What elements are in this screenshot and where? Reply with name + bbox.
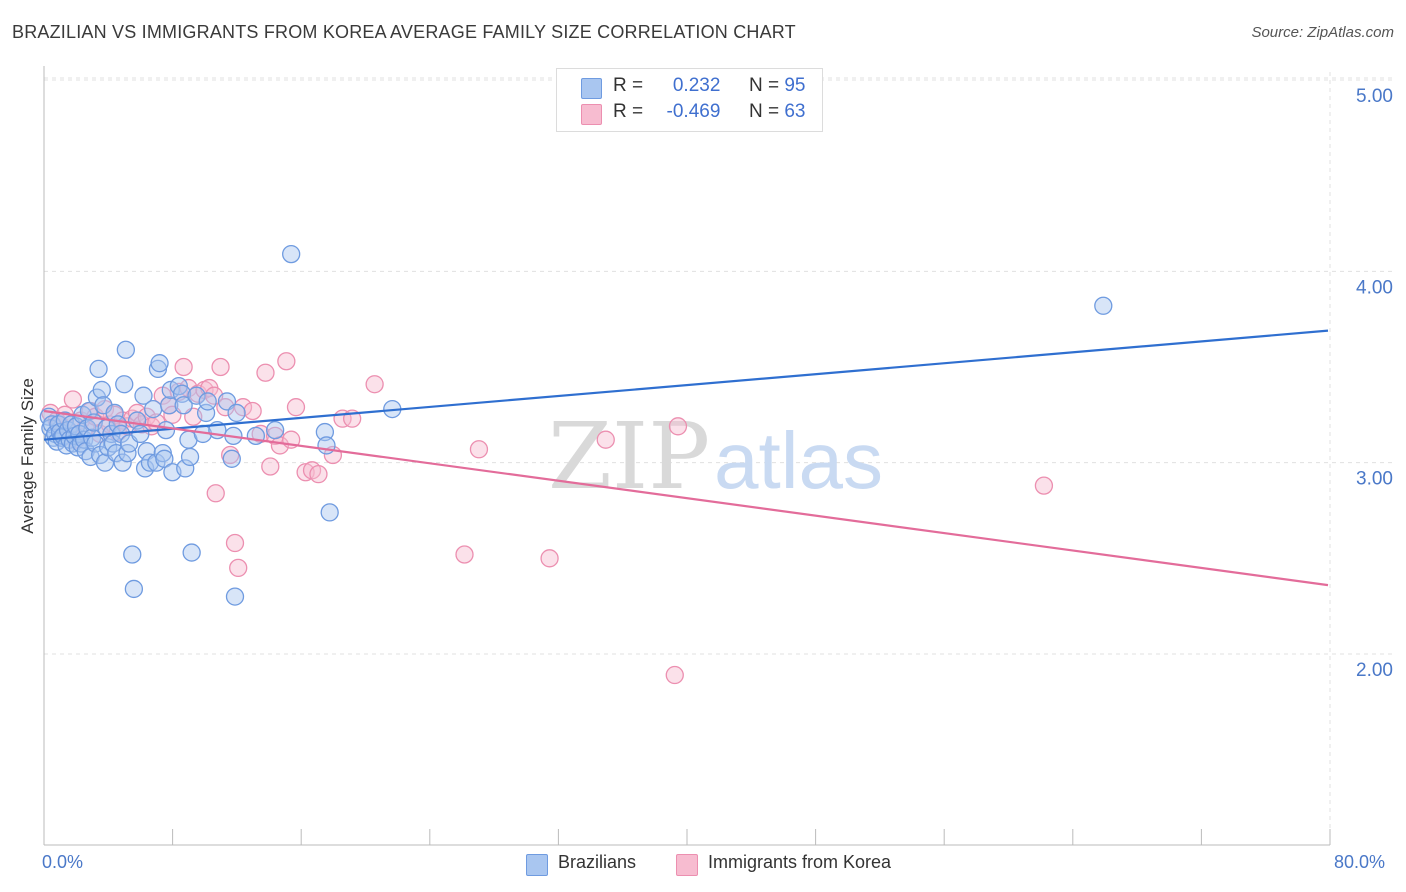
korea-point [665, 665, 684, 685]
korea-point [229, 558, 248, 578]
legend-swatch-blue [526, 854, 548, 876]
axes [43, 66, 1331, 846]
n-label: N = [748, 101, 780, 122]
brazilian-point [227, 403, 246, 423]
korea-point [668, 417, 688, 436]
r-value: -0.469 [666, 101, 721, 122]
brazilian-point [124, 579, 144, 599]
y-tick-label: 2.00 [1356, 660, 1393, 681]
legend-text: R = 0.232 N = 95 [613, 75, 805, 97]
r-label: R = [613, 101, 644, 122]
brazilian-trend-line [43, 329, 1329, 441]
korea-point [211, 357, 230, 377]
data-points [39, 244, 1113, 685]
brazilian-point [113, 453, 132, 472]
brazilian-point [246, 426, 266, 446]
brazilian-point [1094, 296, 1113, 315]
korea-point [243, 401, 262, 421]
legend-label: Immigrants from Korea [708, 852, 892, 872]
bottom-legend-korea: Immigrants from Korea [676, 852, 892, 876]
bottom-legend-brazilians: Brazilians [526, 852, 637, 876]
correlation-legend: R = 0.232 N = 95 R = -0.469 N = 63 [556, 68, 823, 132]
brazilian-point [317, 436, 336, 455]
legend-text: R = -0.469 N = 63 [613, 101, 805, 123]
korea-point [365, 375, 384, 394]
y-tick-label: 4.00 [1356, 277, 1393, 298]
watermark: ZIP atlas [548, 403, 883, 510]
korea-point [455, 545, 474, 564]
n-value: 63 [784, 101, 806, 122]
watermark-zip: ZIP [548, 403, 710, 510]
brazilian-point [143, 399, 163, 419]
brazilian-point [320, 503, 339, 522]
brazilian-point [115, 375, 134, 394]
legend-swatch-blue [581, 78, 602, 99]
brazilian-point [196, 403, 216, 423]
legend-swatch-pink [676, 854, 698, 876]
source-label: Source: ZipAtlas.com [1251, 24, 1394, 41]
legend-label: Brazilians [558, 852, 637, 872]
korea-point [309, 464, 328, 484]
brazilian-point [83, 428, 102, 447]
n-value: 95 [784, 75, 806, 96]
brazilian-point [282, 244, 301, 264]
brazilian-point [225, 587, 245, 606]
korea-point [469, 440, 489, 459]
trend-lines [43, 329, 1329, 587]
brazilian-point [315, 422, 335, 442]
x-tick-label-min: 0.0% [42, 852, 84, 872]
brazilian-point [150, 354, 169, 373]
korea-point [1034, 476, 1054, 495]
brazilian-point [187, 386, 206, 405]
korea-point [261, 457, 280, 476]
brazilian-point [140, 453, 160, 472]
brazilian-point [89, 359, 108, 379]
brazilian-point [265, 420, 285, 440]
brazilian-point [134, 386, 153, 405]
y-tick-labels: 2.00 3.00 4.00 5.00 [1356, 86, 1393, 681]
chart-title: BRAZILIAN VS IMMIGRANTS FROM KOREA AVERA… [12, 22, 796, 42]
brazilian-point [92, 380, 111, 400]
brazilian-point [174, 396, 193, 415]
x-tick-label-max: 80.0% [1334, 852, 1386, 872]
brazilian-point [222, 449, 241, 468]
brazilian-point [131, 424, 150, 444]
brazilian-point [172, 384, 192, 403]
korea-point [174, 357, 193, 377]
brazilian-point [180, 447, 200, 467]
n-label: N = [748, 75, 780, 96]
r-label: R = [613, 75, 644, 96]
brazilian-point [176, 459, 195, 478]
brazilian-point [198, 392, 217, 411]
brazilian-point [155, 449, 174, 468]
korea-point [63, 390, 83, 409]
legend-swatch-pink [581, 104, 602, 125]
brazilian-point [116, 340, 136, 359]
korea-trend-line [43, 409, 1329, 587]
korea-point [206, 484, 225, 503]
y-tick-label: 3.00 [1356, 469, 1393, 490]
y-tick-label: 5.00 [1356, 86, 1393, 107]
korea-point [540, 549, 559, 568]
r-value: 0.232 [672, 75, 721, 96]
brazilian-point [182, 543, 201, 562]
korea-point [256, 363, 275, 382]
korea-point [286, 398, 306, 417]
korea-point [277, 352, 296, 371]
korea-point [596, 430, 615, 449]
brazilian-point [160, 396, 179, 415]
korea-point [225, 533, 245, 553]
brazilian-point [123, 545, 142, 564]
watermark-atlas: atlas [714, 416, 883, 505]
